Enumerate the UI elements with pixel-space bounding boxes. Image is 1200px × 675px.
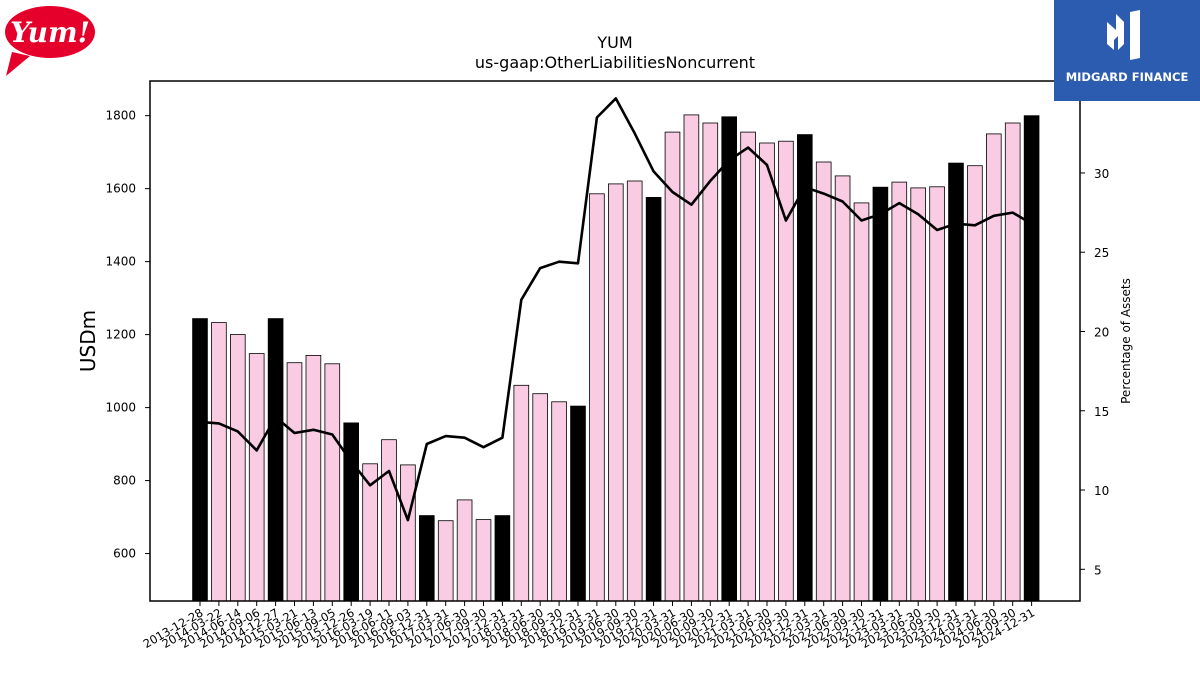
- yum-logo-text: Yum!: [10, 16, 90, 49]
- bar-2014-12-27: [267, 318, 284, 602]
- bar-2018-09-30: [551, 401, 567, 602]
- x-axis: 2013-12-282014-03-222014-06-142014-09-06…: [141, 601, 1037, 651]
- y2-tick-label: 20: [1094, 325, 1109, 339]
- y2-tick-label: 30: [1094, 167, 1109, 181]
- bar-2021-06-30: [759, 142, 775, 602]
- bar-2018-03-31: [513, 384, 530, 602]
- bar-2015-12-26: [343, 422, 359, 602]
- bar-2024-09-30: [1004, 122, 1021, 602]
- bar-2020-03-31: [664, 131, 681, 602]
- bar-2020-12-31: [721, 116, 737, 602]
- bar-2018-06-30: [532, 393, 548, 602]
- bar-2014-03-22: [211, 322, 227, 602]
- y2-tick-label: 5: [1094, 563, 1102, 577]
- y-tick-label: 1200: [105, 328, 136, 342]
- bar-2022-03-31: [815, 161, 832, 602]
- y-tick-label: 800: [113, 474, 136, 488]
- plot-frame: [149, 80, 1081, 602]
- bar-2016-12-31: [418, 515, 435, 602]
- bar-2023-06-30: [910, 187, 926, 602]
- bar-2017-03-31: [437, 520, 454, 602]
- bar-2018-12-31: [570, 405, 586, 602]
- bar-2013-12-28: [192, 318, 208, 602]
- bar-2015-03-21: [286, 362, 303, 602]
- bar-2022-12-31: [872, 186, 889, 602]
- yum-logo: Yum!: [4, 4, 96, 78]
- y2-tick-label: 15: [1094, 405, 1109, 419]
- y-tick-label: 600: [113, 547, 136, 561]
- bar-2022-09-30: [853, 202, 870, 602]
- series-line-percentage-of-assets: [199, 97, 1033, 522]
- line-group: [199, 97, 1033, 522]
- bar-2024-12-31: [1023, 115, 1040, 602]
- bars-group: [192, 114, 1040, 602]
- bar-2019-06-30: [608, 183, 624, 602]
- y-tick-label: 1600: [105, 182, 136, 196]
- bar-2020-06-30: [683, 114, 700, 602]
- y-tick-label: 1000: [105, 401, 136, 415]
- chart-subtitle: us-gaap:OtherLiabilitiesNoncurrent: [475, 53, 755, 72]
- y2-axis-label: Percentage of Assets: [1119, 278, 1133, 404]
- chart-title: YUM: [596, 33, 632, 52]
- bar-2017-06-30: [456, 499, 473, 602]
- bar-2021-12-31: [797, 134, 813, 602]
- y-axis-right: 5 10 15 20 25 30: [1080, 167, 1109, 577]
- bar-2021-03-31: [740, 131, 756, 602]
- bar-2023-12-31: [948, 162, 964, 602]
- bar-2015-06-13: [305, 354, 322, 602]
- bar-2017-09-30: [475, 519, 492, 602]
- bar-2023-09-30: [929, 186, 945, 602]
- bar-2014-09-06: [248, 353, 265, 602]
- y-axis-label: USDm: [76, 310, 100, 372]
- bar-2014-06-14: [229, 334, 246, 602]
- bar-2016-06-11: [381, 439, 397, 602]
- bar-2022-06-30: [834, 175, 851, 602]
- bar-2023-03-31: [891, 181, 908, 602]
- bar-2019-03-31: [589, 193, 605, 602]
- midgard-logo-text: MIDGARD FINANCE: [1066, 70, 1189, 84]
- bar-2015-09-05: [324, 363, 341, 602]
- bar-2017-12-31: [494, 515, 511, 602]
- bar-2019-12-31: [645, 196, 662, 602]
- y-axis-left: 600 800 1000 1200 1400 1600 1800: [105, 109, 150, 561]
- bar-2016-09-03: [400, 464, 416, 602]
- y-tick-label: 1400: [105, 255, 136, 269]
- y2-tick-label: 10: [1094, 484, 1109, 498]
- y2-tick-label: 25: [1094, 246, 1109, 260]
- midgard-finance-logo: MIDGARD FINANCE: [1054, 0, 1200, 101]
- midgard-icon: [1107, 14, 1124, 50]
- bar-2019-09-30: [626, 180, 643, 602]
- bar-2024-03-31: [967, 165, 983, 602]
- bar-2024-06-30: [986, 133, 1002, 602]
- bar-2020-09-30: [702, 122, 719, 602]
- y-tick-label: 1800: [105, 109, 136, 123]
